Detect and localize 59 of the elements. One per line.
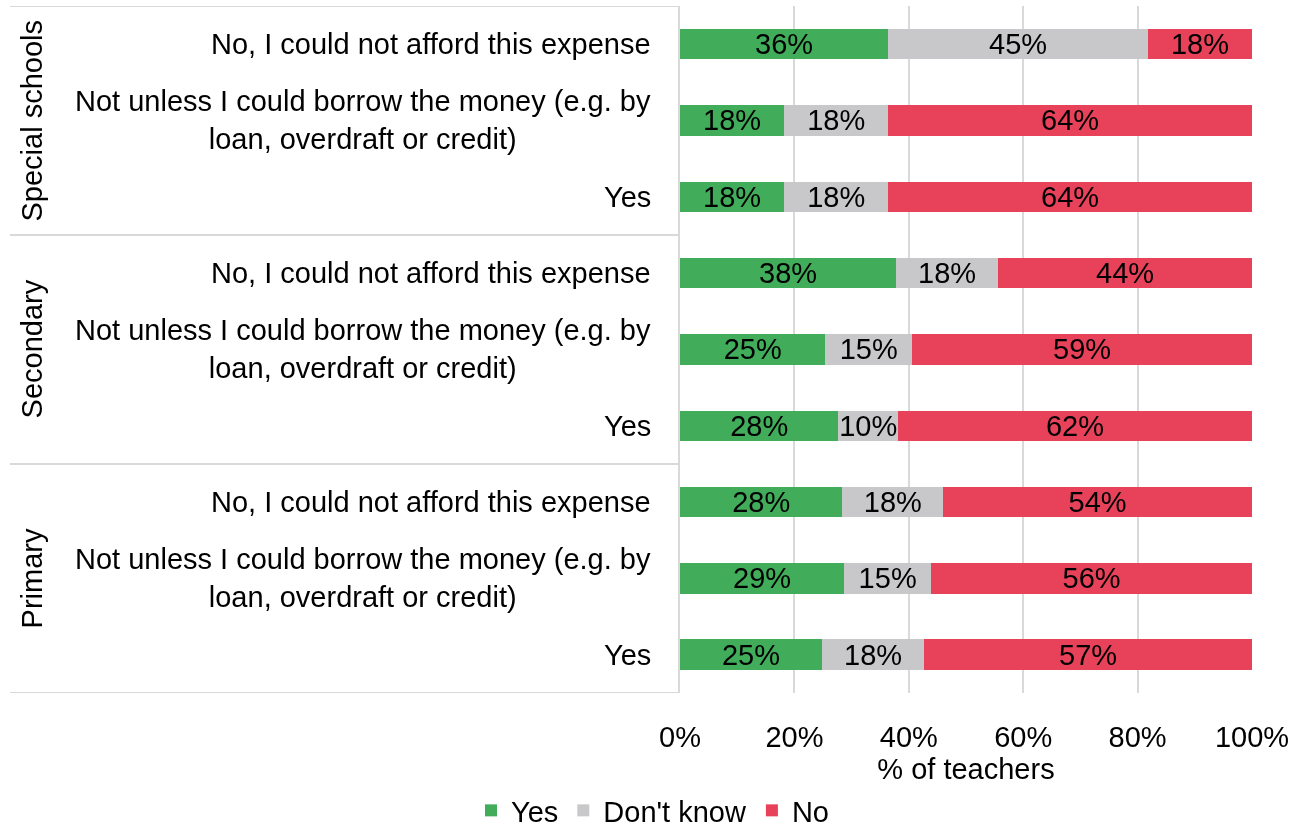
data-label: 15% [839,333,898,366]
x-tick-label: 80% [1108,720,1167,753]
x-tick-label: 60% [994,720,1053,753]
legend-label: No [791,795,829,828]
bar [888,28,1148,60]
y-tick-label: No, I could not afford this expense [211,257,651,289]
legend-label: Yes [511,795,559,828]
y-tick-label: Not unless I could borrow the money (e.g. by loan, overdraft or credit) [75,314,651,384]
y-tick-label: Yes [604,639,652,671]
data-label: 44% [1095,257,1155,290]
data-label: 45% [989,28,1048,61]
x-tick-label: 100% [1214,720,1290,753]
data-label: 18% [703,180,762,213]
data-label: 56% [1062,562,1121,595]
text: Secondary [15,279,48,419]
bar [998,257,1252,289]
y-tick-label: Yes [604,410,652,442]
bar [888,181,1252,213]
x-tick-label: 0% [659,720,701,753]
data-label: 25% [721,638,780,671]
data-label: 18% [863,486,922,519]
bar [924,639,1252,670]
data-label: 38% [759,257,818,290]
data-label: 18% [807,104,866,137]
data-label: 57% [1059,638,1118,671]
bar [888,105,1252,136]
data-label: 18% [844,638,903,671]
data-label: 18% [807,180,866,213]
text: Special schools [15,19,48,222]
data-label: 59% [1053,333,1112,366]
bar [912,334,1252,365]
data-label: 64% [1041,180,1100,213]
y-tick-label: Yes [604,181,652,213]
data-label: 28% [730,409,789,442]
data-label: 10% [839,409,898,442]
x-axis-title: % of teachers [877,752,1055,785]
data-label: 54% [1068,486,1127,519]
data-label: 18% [918,257,977,290]
data-label: 25% [723,333,782,366]
y-tick-label: No, I could not afford this expense [211,28,651,60]
data-label: 28% [732,486,791,519]
data-label: 62% [1045,409,1104,442]
data-label: 15% [858,562,917,595]
x-tick-label: 40% [879,720,938,753]
data-label: 18% [703,104,762,137]
data-label: 64% [1041,104,1100,137]
data-label: 29% [733,562,792,595]
legend-label: Don't know [603,795,747,828]
bar [897,410,1252,442]
bar [680,563,845,594]
x-tick-label: 20% [765,720,824,753]
y-tick-label: No, I could not afford this expense [211,486,651,518]
text: Primary [15,528,48,629]
y-tick-label: Not unless I could borrow the money (e.g. by loan, overdraft or credit) [75,85,651,155]
bar [931,563,1252,594]
data-label: 18% [1170,28,1229,61]
data-label: 36% [755,28,814,61]
bar [943,486,1252,518]
y-tick-label: Not unless I could borrow the money (e.g. by loan, overdraft or credit) [75,543,651,613]
